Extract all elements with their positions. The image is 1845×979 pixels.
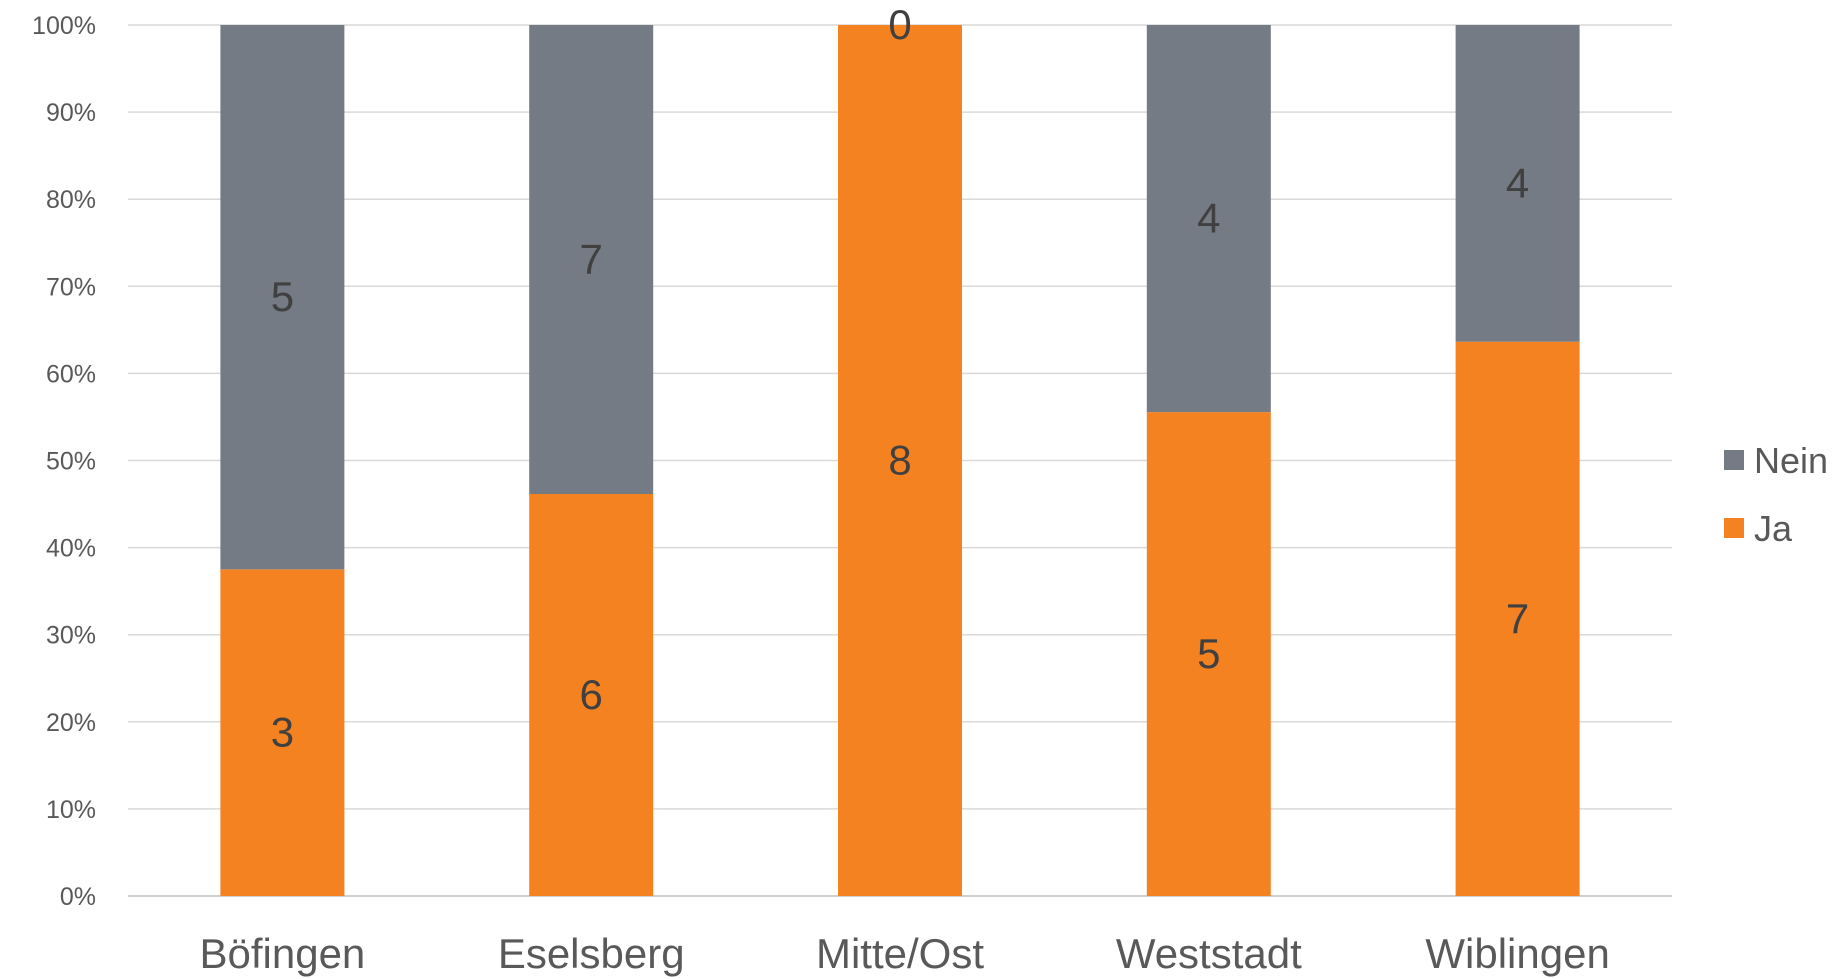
x-axis: Böfingen Eselsberg Mitte/Ost Weststadt Wibli… [199,930,1609,977]
bar-ja [220,569,345,896]
y-tick-label: 10% [46,796,96,824]
bar-nein [1455,25,1580,342]
bar-ja [1455,341,1580,896]
x-tick-label: Mitte/Ost [816,930,984,977]
y-axis: 0% 10% 20% 30% 40% 50% 60% 70% 80% 90% 100% [32,12,96,911]
bar-nein [1146,25,1271,413]
data-label: 4 [1506,159,1529,206]
bars [220,25,1580,896]
x-tick-label: Böfingen [199,930,365,977]
legend-swatch-ja [1724,518,1744,538]
bar-ja [1146,412,1271,896]
y-tick-label: 0% [60,883,96,911]
x-tick-label: Eselsberg [498,930,685,977]
bar-nein [529,25,654,494]
data-label: 7 [580,236,603,283]
data-label: 0 [888,1,911,48]
y-tick-label: 90% [46,99,96,127]
y-tick-label: 20% [46,709,96,737]
y-tick-label: 30% [46,622,96,650]
data-label: 5 [1197,630,1220,677]
legend-label-nein: Nein [1754,440,1828,481]
x-tick-label: Wiblingen [1425,930,1609,977]
data-label: 6 [580,671,603,718]
y-tick-label: 70% [46,273,96,301]
y-tick-label: 100% [32,12,96,40]
data-labels: 3 5 6 7 8 0 5 4 7 4 [271,1,1530,756]
data-label: 7 [1506,595,1529,642]
y-tick-label: 40% [46,535,96,563]
y-tick-label: 60% [46,360,96,388]
legend-swatch-nein [1724,450,1744,470]
legend: Nein Ja [1724,440,1828,549]
bar-nein [220,25,345,570]
y-tick-label: 50% [46,448,96,476]
legend-label-ja: Ja [1754,508,1793,549]
data-label: 5 [271,273,294,320]
x-tick-label: Weststadt [1116,930,1302,977]
data-label: 8 [888,437,911,484]
data-label: 4 [1197,195,1220,242]
y-tick-label: 80% [46,186,96,214]
data-label: 3 [271,709,294,756]
bar-ja [838,25,962,896]
bar-ja [529,494,654,896]
